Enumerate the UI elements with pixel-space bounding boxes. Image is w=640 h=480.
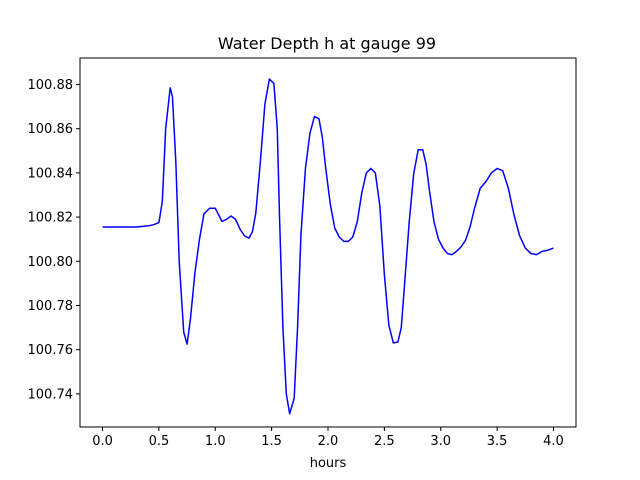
y-tick-label: 100.86 [28,122,74,137]
y-tick-label: 100.84 [28,166,74,181]
x-tick-label: 3.0 [430,434,451,449]
series-line [102,78,554,415]
y-tick-label: 100.78 [28,299,74,314]
y-tick-label: 100.80 [28,255,74,270]
x-tick-label: 3.5 [487,434,508,449]
x-tick-label: 4.0 [543,434,564,449]
x-tick-label: 1.5 [261,434,282,449]
y-tick-label: 100.74 [28,387,74,402]
chart-title: Water Depth h at gauge 99 [218,34,436,53]
x-tick-label: 1.0 [205,434,226,449]
y-tick-label: 100.82 [28,211,74,226]
x-axis-label: hours [310,456,347,471]
y-tick-label: 100.76 [28,343,74,358]
x-tick-label: 0.0 [92,434,113,449]
x-tick-label: 0.5 [149,434,170,449]
plot-area [79,57,577,428]
y-axis: 100.74 100.76 100.78 100.80 100.82 100.84 100.… [28,78,80,402]
plot-frame [79,57,577,428]
x-tick-label: 2.5 [374,434,395,449]
y-tick-label: 100.88 [28,78,74,93]
x-axis: 0.0 0.5 1.0 1.5 2.0 2.5 3.0 3.5 4.0 [92,427,564,449]
x-tick-label: 2.0 [318,434,339,449]
